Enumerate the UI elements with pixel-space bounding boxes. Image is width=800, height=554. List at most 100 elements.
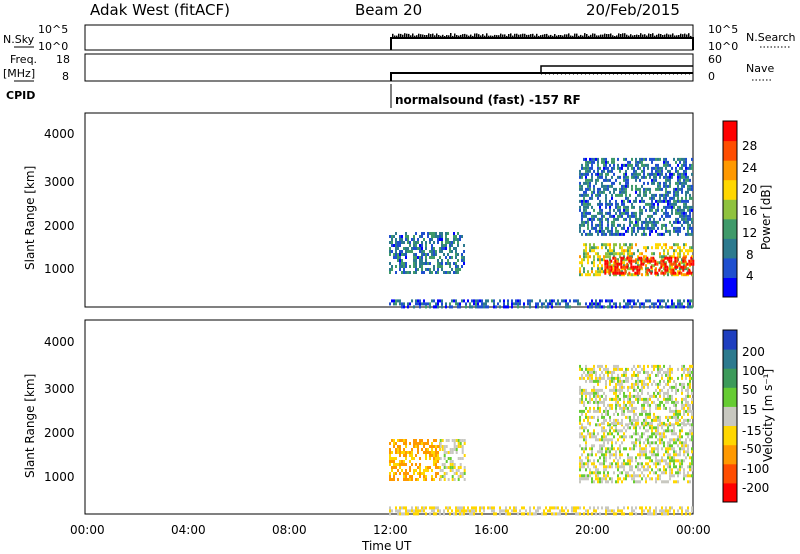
power-cell	[663, 181, 665, 185]
velocity-cell	[617, 468, 619, 472]
velocity-cell	[673, 379, 675, 383]
velocity-cell	[537, 506, 539, 510]
power-cell	[651, 193, 653, 197]
power-cell	[397, 299, 399, 303]
power-cell	[599, 229, 601, 233]
power-cell	[669, 199, 671, 203]
power-cell	[633, 166, 635, 170]
power-cell	[579, 302, 581, 306]
power-cell	[477, 302, 479, 306]
nsky-noise-tick	[670, 34, 672, 37]
power-cell	[645, 175, 647, 179]
velocity-cell	[451, 466, 454, 469]
velocity-cell	[585, 444, 587, 448]
velocity-cell	[551, 512, 553, 516]
velocity-cell	[665, 423, 667, 427]
power-cell	[623, 223, 625, 227]
velocity-cell	[417, 509, 419, 513]
power-cell	[441, 268, 443, 271]
power-cell	[419, 265, 421, 268]
power-cell	[627, 214, 629, 218]
power-cell	[690, 256, 693, 260]
power-cell	[543, 302, 545, 306]
power-cell	[603, 187, 605, 191]
nsky-noise-tick	[674, 35, 676, 37]
power-cell	[415, 262, 417, 265]
power-cell	[459, 235, 461, 238]
velocity-cell	[613, 512, 615, 516]
power-cell	[499, 305, 501, 309]
velocity-cell	[661, 506, 663, 510]
xaxis-label: Time UT	[361, 539, 412, 553]
power-cell	[601, 214, 603, 218]
power-cell	[685, 163, 687, 167]
velocity-cell	[639, 426, 641, 430]
velocity-cell	[601, 415, 603, 419]
power-cell	[655, 302, 657, 306]
power-cell	[607, 187, 609, 191]
power-cell	[685, 273, 687, 277]
power-cell	[647, 202, 649, 206]
power-cell	[669, 214, 671, 218]
power-cell	[679, 229, 681, 233]
velocity-cell	[425, 469, 427, 472]
velocity-cell	[559, 512, 561, 516]
power-cell	[607, 160, 609, 164]
power-cell	[652, 259, 655, 263]
power-cell	[593, 273, 595, 277]
velocity-cell	[587, 367, 589, 371]
velocity-cell	[653, 471, 655, 475]
nsky-noise-tick	[428, 33, 430, 37]
power-cell	[429, 256, 431, 259]
nsky-noise-tick	[462, 34, 464, 37]
power-cell	[437, 241, 439, 244]
velocity-cell	[405, 469, 407, 472]
velocity-cell	[623, 447, 625, 451]
power-cell	[633, 205, 635, 209]
velocity-cell	[585, 373, 587, 377]
velocity-cell	[593, 429, 595, 433]
power-cell	[685, 166, 687, 170]
power-cell	[599, 302, 601, 306]
velocity-cell	[679, 450, 681, 454]
velocity-cell	[429, 512, 431, 516]
velocity-cell	[647, 462, 649, 466]
power-cell	[605, 178, 607, 182]
velocity-cell	[607, 438, 609, 442]
velocity-cell	[505, 512, 507, 516]
velocity-cell	[677, 471, 679, 475]
velocity-cell	[667, 382, 669, 386]
velocity-cell	[687, 444, 689, 448]
velocity-cell	[631, 421, 633, 425]
nsky-noise-tick	[432, 33, 434, 37]
velocity-cell	[433, 512, 435, 516]
power-cell	[677, 226, 679, 230]
velocity-cell	[677, 509, 679, 513]
velocity-cell	[681, 382, 683, 386]
velocity-cell	[427, 448, 429, 451]
velocity-cell	[649, 412, 651, 416]
velocity-cell	[425, 457, 427, 460]
power-cell	[677, 232, 679, 236]
velocity-cell	[661, 373, 663, 377]
velocity-cell	[635, 367, 637, 371]
power-cell	[395, 299, 397, 303]
velocity-cell	[587, 391, 589, 395]
velocity-cell	[677, 367, 679, 371]
power-cell	[585, 255, 587, 259]
velocity-cell	[613, 370, 615, 374]
velocity-cell	[659, 406, 661, 410]
power-cell	[479, 299, 481, 303]
power-cell	[623, 252, 625, 256]
power-cell	[629, 214, 631, 218]
nsky-noise-tick	[510, 33, 512, 37]
power-cell	[401, 262, 403, 265]
power-cell	[677, 175, 679, 179]
velocity-cell	[635, 397, 637, 401]
power-cell	[591, 232, 593, 236]
velocity-cell	[615, 450, 617, 454]
power-cell	[645, 270, 647, 274]
power-cell	[583, 229, 585, 233]
power-cell	[682, 256, 685, 260]
velocity-cell	[459, 475, 462, 478]
